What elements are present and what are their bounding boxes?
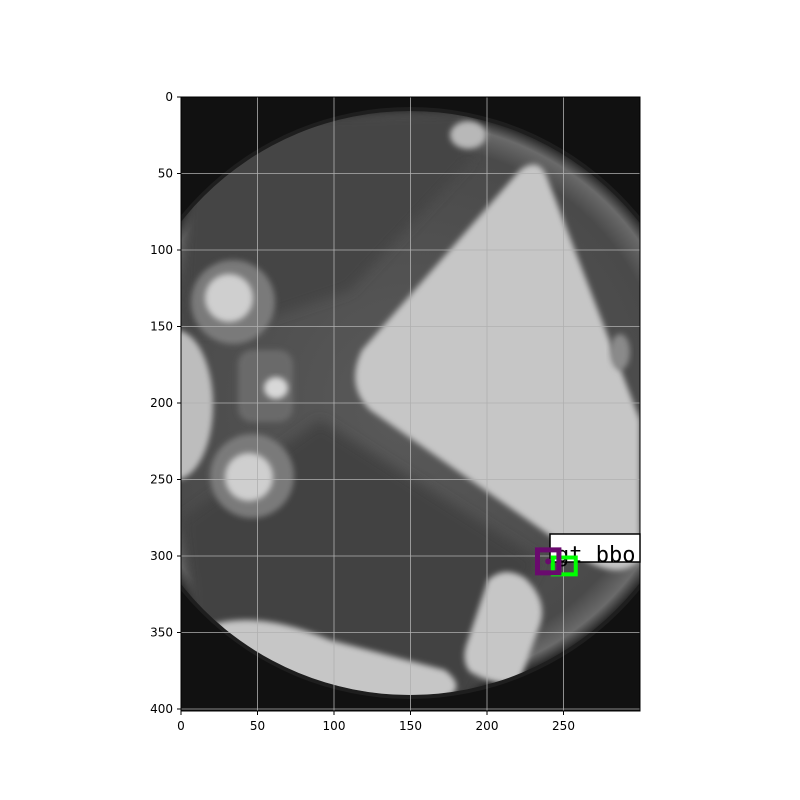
gt-bbox bbox=[550, 555, 578, 577]
pred-bbox bbox=[534, 547, 562, 576]
right-notch bbox=[610, 334, 630, 370]
y-tick-label: 200 bbox=[150, 396, 173, 410]
bolt-hole-1 bbox=[205, 274, 253, 322]
x-tick-label: 250 bbox=[552, 719, 575, 733]
y-axis: 0 50 100 150 200 250 300 350 400 bbox=[150, 90, 181, 716]
annotation-layer: gt bbo bbox=[534, 533, 641, 577]
y-tick-label: 400 bbox=[150, 702, 173, 716]
x-tick-label: 150 bbox=[399, 719, 422, 733]
y-tick-label: 150 bbox=[150, 320, 173, 334]
y-tick-label: 50 bbox=[158, 167, 173, 181]
y-tick-label: 100 bbox=[150, 243, 173, 257]
pred-center-dot bbox=[545, 558, 552, 565]
x-tick-label: 0 bbox=[177, 719, 185, 733]
y-tick-label: 250 bbox=[150, 473, 173, 487]
gt-bbox-label: gt bbo bbox=[556, 543, 635, 568]
x-tick-label: 100 bbox=[323, 719, 346, 733]
y-tick-label: 350 bbox=[150, 626, 173, 640]
hub-edge-left bbox=[181, 330, 213, 480]
y-tick-label: 0 bbox=[165, 90, 173, 104]
x-tick-label: 50 bbox=[250, 719, 265, 733]
small-hole bbox=[264, 377, 288, 399]
window-large bbox=[355, 164, 640, 570]
window-bottom-right bbox=[464, 571, 543, 684]
x-tick-label: 200 bbox=[476, 719, 499, 733]
top-notch bbox=[450, 121, 486, 149]
xray-image bbox=[181, 97, 640, 711]
y-tick-label: 300 bbox=[150, 549, 173, 563]
bolt-hole-2 bbox=[225, 453, 273, 501]
x-axis: 0 50 100 150 200 250 bbox=[177, 711, 575, 733]
